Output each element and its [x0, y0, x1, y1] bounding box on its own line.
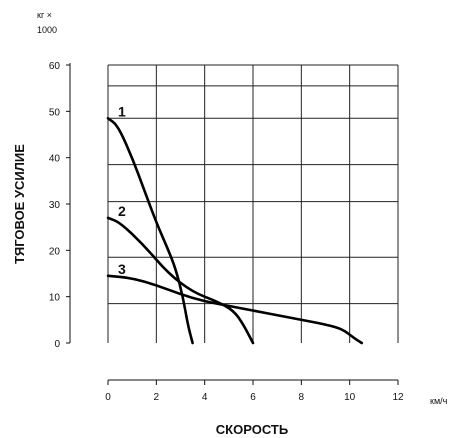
y-tick-label: 10 [49, 293, 61, 304]
x-tick-label: 4 [202, 392, 208, 403]
y-tick-label: 50 [49, 107, 61, 118]
series-3-line [106, 274, 364, 345]
y-unit-line1: кг × [37, 10, 52, 20]
x-tick-label: 2 [154, 392, 160, 403]
series-1-label: 1 [118, 103, 126, 119]
x-unit: км/ч [430, 396, 448, 406]
x-axis: 0 2 4 6 8 10 12 [105, 379, 404, 403]
series-2-line [106, 216, 255, 345]
x-tick-label: 6 [250, 392, 256, 403]
x-tick-label: 10 [344, 392, 356, 403]
series-3-label: 3 [118, 261, 126, 277]
y-tick-label: 40 [49, 154, 61, 165]
y-axis-title: ТЯГОВОЕ УСИЛИЕ [12, 144, 27, 264]
y-tick-label: 0 [54, 339, 60, 350]
x-axis-title: СКОРОСТЬ [216, 422, 288, 437]
y-unit-line2: 1000 [37, 25, 57, 35]
y-axis: 0 10 20 30 40 50 60 [49, 61, 71, 350]
y-tick-label: 20 [49, 246, 61, 257]
series-1-line [106, 116, 194, 345]
grid [107, 64, 399, 343]
y-tick-label: 30 [49, 200, 61, 211]
x-tick-label: 0 [105, 392, 111, 403]
x-tick-label: 12 [392, 392, 404, 403]
series-2-label: 2 [118, 203, 126, 219]
x-tick-label: 8 [299, 392, 305, 403]
y-tick-label: 60 [49, 61, 61, 72]
curves: 1 2 3 [106, 103, 364, 345]
